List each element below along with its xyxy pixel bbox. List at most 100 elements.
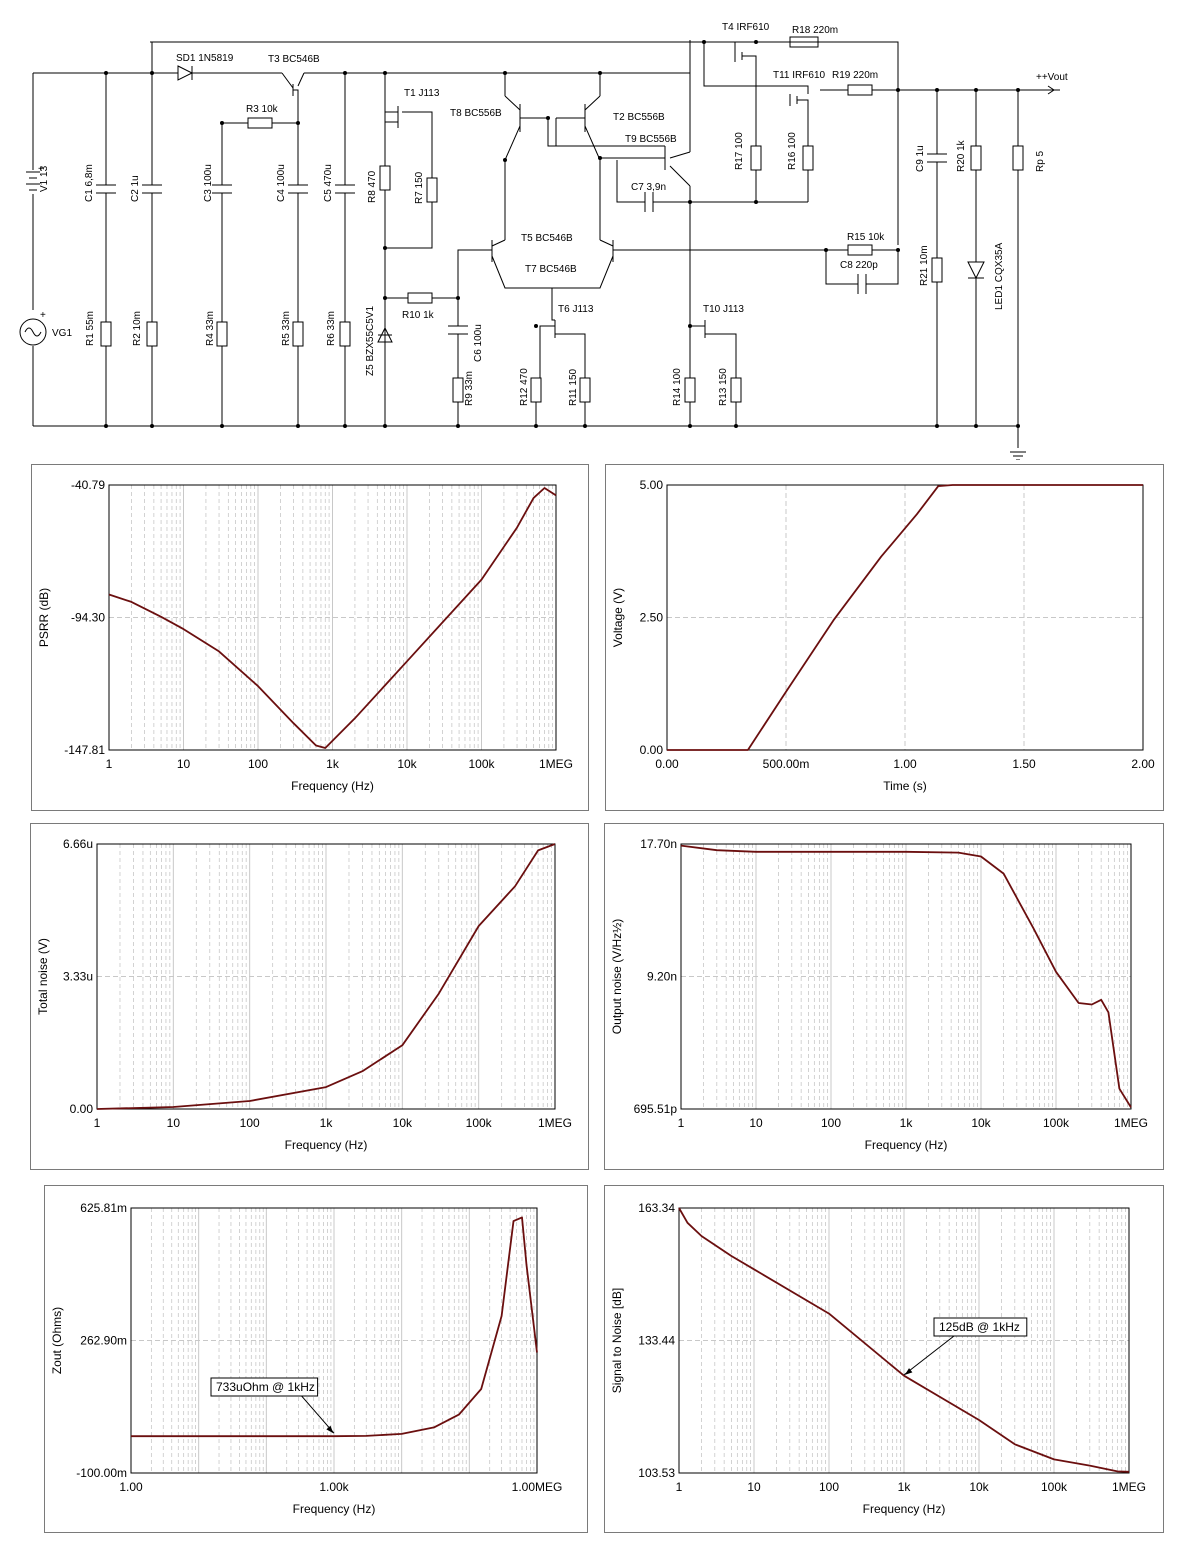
total-noise-chart-panel: 1 10 100 1k 10k 100k 1MEG 6.66u 3.33u 0.00 Frequen… bbox=[30, 823, 589, 1170]
series-line bbox=[108, 487, 557, 749]
schematic-junctions bbox=[104, 40, 1020, 428]
plot-frame bbox=[666, 484, 1144, 751]
x-tick-label: 1MEG bbox=[1112, 1480, 1146, 1494]
schematic-label: C4 100u bbox=[276, 164, 287, 202]
schematic-label: T8 BC556B bbox=[450, 108, 502, 119]
x-tick-label: 100 bbox=[248, 757, 268, 771]
output-noise-chart-panel: 1 10 100 1k 10k 100k 1MEG 17.70n 9.20n 695.51p Fre… bbox=[604, 823, 1164, 1170]
grid bbox=[96, 844, 555, 1109]
x-tick-label: 10k bbox=[971, 1116, 991, 1130]
schematic-label: T4 IRF610 bbox=[722, 22, 770, 33]
schematic-label: R12 470 bbox=[519, 368, 530, 406]
schematic-label: R5 33m bbox=[281, 311, 292, 346]
x-tick-label: 100 bbox=[819, 1480, 839, 1494]
x-tick-label: 1.00MEG bbox=[512, 1480, 563, 1494]
schematic-label: V1 13 bbox=[39, 165, 50, 192]
schematic-label: T7 BC546B bbox=[525, 264, 577, 275]
schematic-label: VG1 bbox=[52, 328, 72, 339]
x-tick-label: 10 bbox=[167, 1116, 181, 1130]
y-tick-label: 17.70n bbox=[640, 837, 677, 851]
x-tick-label: 1k bbox=[898, 1480, 912, 1494]
grid bbox=[130, 1208, 537, 1473]
annotation: 733uOhm @ 1kHz bbox=[210, 1377, 335, 1434]
y-axis-label: Signal to Noise [dB] bbox=[610, 1288, 624, 1393]
schematic-label: R7 150 bbox=[414, 171, 425, 204]
schematic-label: C6 100u bbox=[473, 324, 484, 362]
x-tick-label: 1k bbox=[326, 757, 340, 771]
schematic-label: C5 470u bbox=[323, 164, 334, 202]
schematic-label: T1 J113 bbox=[404, 88, 440, 99]
schematic-label: R16 100 bbox=[787, 132, 798, 170]
schematic-label: C7 3,9n bbox=[631, 182, 666, 193]
schematic-label: C2 1u bbox=[130, 175, 141, 202]
series-line bbox=[667, 484, 1143, 751]
x-tick-label: 100 bbox=[240, 1116, 260, 1130]
x-tick-label: 1.50 bbox=[1012, 757, 1036, 771]
schematic-label: R21 10m bbox=[919, 245, 930, 286]
schematic-label: Z5 BZX55C5V1 bbox=[365, 306, 376, 376]
plot-frame bbox=[108, 484, 557, 751]
snr-chart: 1 10 100 1k 10k 100k 1MEG 163.34 133.44 103.53 Fre… bbox=[610, 1201, 1146, 1516]
x-tick-label: 10k bbox=[969, 1480, 989, 1494]
grid bbox=[678, 1208, 1129, 1473]
circuit-schematic: SD1 1N5819 T3 BC546B T4 IRF610 R18 220m T11 … bbox=[19, 22, 1068, 460]
schematic-label: SD1 1N5819 bbox=[176, 53, 234, 64]
schematic-label: C9 1u bbox=[915, 145, 926, 172]
schematic-label: R11 150 bbox=[568, 368, 579, 406]
x-axis-label: Frequency (Hz) bbox=[865, 1138, 948, 1152]
schematic-label: R3 10k bbox=[246, 104, 279, 115]
plot-frame bbox=[678, 1207, 1130, 1474]
y-tick-label: -40.79 bbox=[71, 478, 105, 492]
schematic-label: + bbox=[38, 164, 44, 175]
plot-frame bbox=[96, 843, 556, 1110]
voltage-chart: 0.00 500.00m 1.00 1.50 2.00 5.00 2.50 0.00 Time … bbox=[611, 478, 1155, 793]
x-tick-label: 1 bbox=[676, 1480, 683, 1494]
schematic-label: R9 33m bbox=[464, 371, 475, 406]
zout-chart: 1.00 1.00k 1.00MEG 625.81m 262.90m -100.00m Fr… bbox=[50, 1201, 563, 1516]
psrr-chart-panel: 1 10 100 1k 10k 100k 1MEG -40.79 -94.30 -147.81 Fr… bbox=[31, 464, 589, 811]
x-tick-label: 1 bbox=[678, 1116, 685, 1130]
y-axis-label: Zout (Ohms) bbox=[50, 1307, 64, 1374]
schematic-label: R20 1k bbox=[956, 139, 967, 172]
x-tick-label: 1MEG bbox=[538, 1116, 572, 1130]
schematic-label: R19 220m bbox=[832, 70, 878, 81]
x-axis-label: Frequency (Hz) bbox=[291, 779, 374, 793]
y-tick-label: 0.00 bbox=[70, 1102, 94, 1116]
schematic-label: C3 100u bbox=[203, 164, 214, 202]
y-axis-label: Total noise (V) bbox=[36, 938, 50, 1015]
schematic-label: LED1 CQX35A bbox=[994, 242, 1005, 310]
schematic-wiring bbox=[19, 36, 1060, 460]
y-tick-label: 262.90m bbox=[80, 1334, 127, 1348]
x-tick-label: 100k bbox=[1041, 1480, 1068, 1494]
y-tick-label: 0.00 bbox=[640, 743, 664, 757]
x-tick-label: 1k bbox=[900, 1116, 914, 1130]
schematic-label: Rp 5 bbox=[1035, 150, 1046, 172]
series-line bbox=[131, 1216, 538, 1438]
y-axis-label: PSRR (dB) bbox=[37, 588, 51, 647]
schematic-label: R1 55m bbox=[85, 311, 96, 346]
x-tick-label: 2.00 bbox=[1131, 757, 1155, 771]
schematic-label: T11 IRF610 bbox=[773, 70, 825, 81]
y-tick-label: 5.00 bbox=[640, 478, 664, 492]
output-noise-chart: 1 10 100 1k 10k 100k 1MEG 17.70n 9.20n 695.51p Fre… bbox=[610, 837, 1148, 1152]
y-tick-label: 133.44 bbox=[638, 1334, 675, 1348]
series-line bbox=[680, 844, 1132, 1108]
schematic-label: R6 33m bbox=[326, 311, 337, 346]
schematic-label: T2 BC556B bbox=[613, 112, 665, 123]
schematic-label: R8 470 bbox=[367, 170, 378, 203]
x-axis-label: Frequency (Hz) bbox=[285, 1138, 368, 1152]
schematic-label: R13 150 bbox=[718, 368, 729, 406]
y-tick-label: 163.34 bbox=[638, 1201, 675, 1215]
psrr-chart: 1 10 100 1k 10k 100k 1MEG -40.79 -94.30 -147.81 Fr… bbox=[37, 478, 573, 793]
schematic-label: R15 10k bbox=[847, 232, 885, 243]
x-tick-label: 100 bbox=[821, 1116, 841, 1130]
y-tick-label: -94.30 bbox=[71, 611, 105, 625]
annotation-text: 125dB @ 1kHz bbox=[939, 1320, 1020, 1334]
schematic-label: ++Vout bbox=[1036, 72, 1068, 83]
y-tick-label: 9.20n bbox=[647, 970, 677, 984]
y-tick-label: 2.50 bbox=[640, 611, 664, 625]
schematic-labels: SD1 1N5819 T3 BC546B T4 IRF610 R18 220m T11 … bbox=[38, 22, 1068, 406]
schematic-label: T3 BC546B bbox=[268, 54, 320, 65]
x-tick-label: 10k bbox=[393, 1116, 413, 1130]
schematic-label: R17 100 bbox=[734, 132, 745, 170]
